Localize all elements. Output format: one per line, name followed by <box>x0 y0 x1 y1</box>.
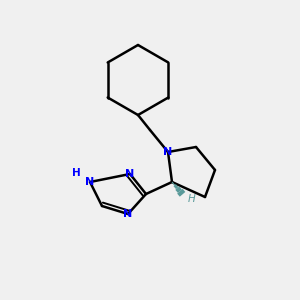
Text: N: N <box>125 169 135 179</box>
Text: N: N <box>123 209 133 219</box>
Text: H: H <box>188 194 196 204</box>
Text: N: N <box>85 177 94 187</box>
Text: H: H <box>72 168 80 178</box>
Text: N: N <box>164 147 172 157</box>
